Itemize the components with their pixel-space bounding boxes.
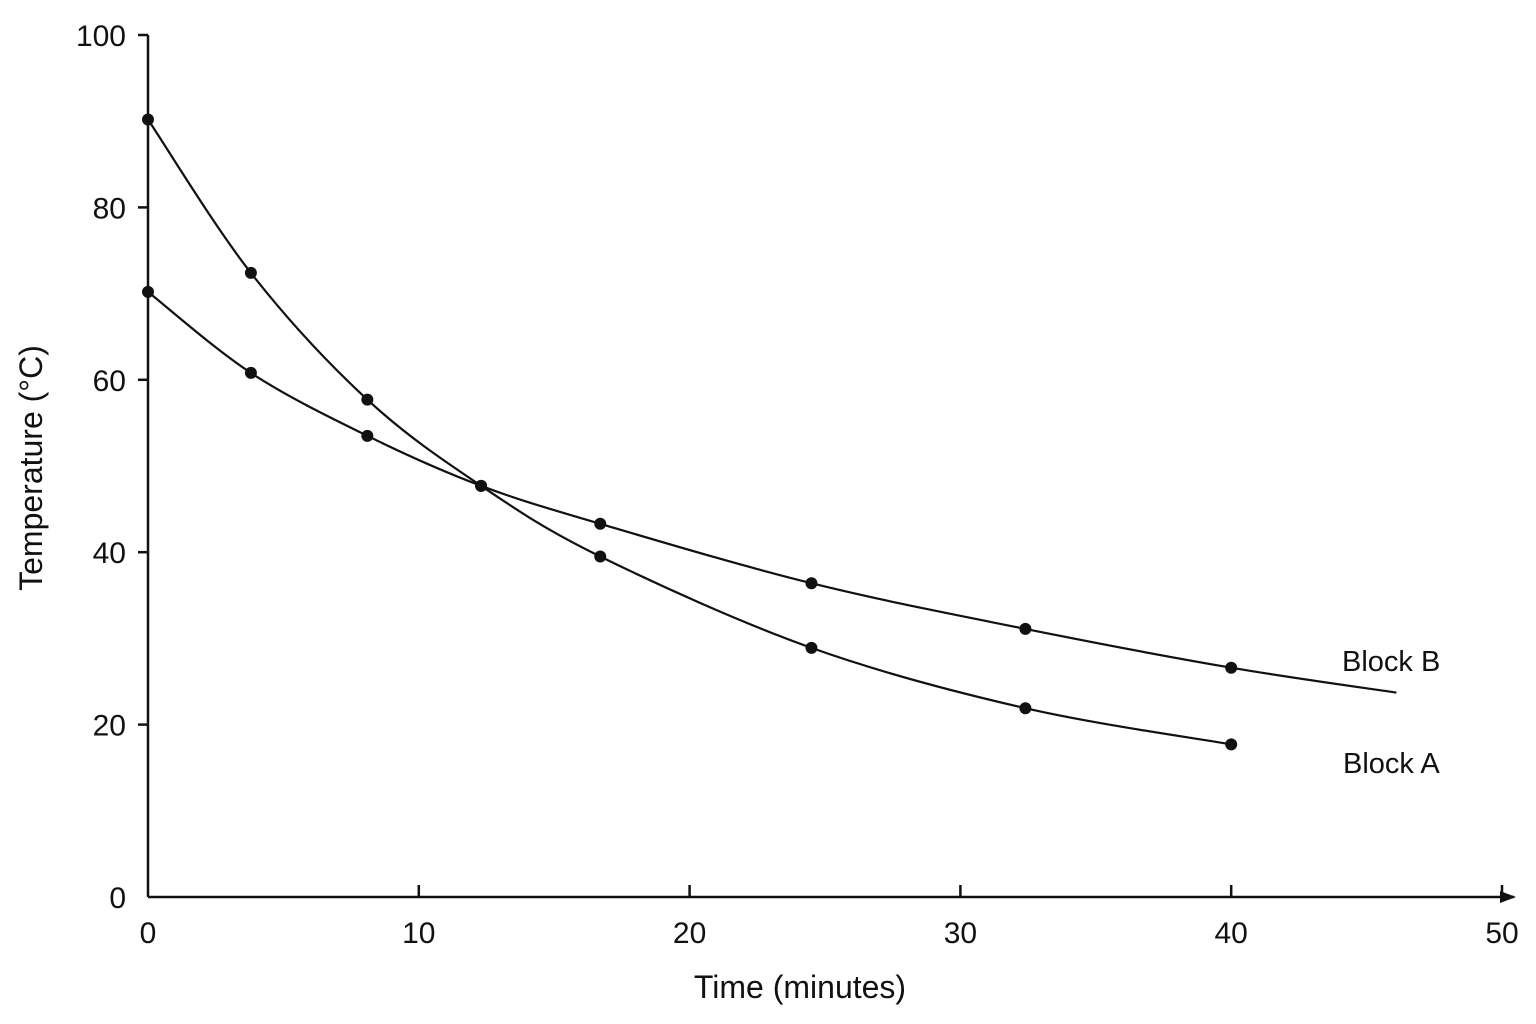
x-tick-label: 10 [402, 917, 435, 950]
series-points [142, 113, 1238, 751]
x-tick-label: 20 [673, 917, 706, 950]
data-point [1019, 622, 1032, 635]
series-label: Block A [1343, 748, 1440, 780]
data-point [594, 517, 607, 530]
series-labels: Block A Block B [1342, 646, 1440, 780]
data-point [805, 641, 818, 654]
data-point [244, 266, 257, 279]
data-point [594, 550, 607, 563]
data-point [361, 393, 374, 406]
x-tick-label: 30 [944, 917, 977, 950]
y-tick-label: 60 [93, 365, 126, 398]
series-lines [147, 118, 1397, 746]
axes [146, 35, 1516, 903]
data-point [142, 285, 154, 298]
x-axis-title: Time (minutes) [694, 969, 906, 1005]
data-point [1019, 702, 1032, 715]
series-line [147, 118, 1232, 746]
data-point [361, 429, 374, 442]
y-tick-label: 20 [93, 710, 126, 743]
y-tick-label: 40 [93, 537, 126, 570]
y-axis-title: Temperature (°C) [13, 345, 49, 591]
data-point [1225, 738, 1238, 751]
data-point [244, 366, 257, 379]
data-point [805, 577, 818, 590]
data-point [142, 113, 154, 126]
x-tick-label: 0 [140, 917, 157, 950]
y-tick-label: 0 [109, 882, 126, 915]
series-label: Block B [1342, 646, 1440, 678]
data-point [1225, 661, 1238, 674]
x-tick-label: 40 [1215, 917, 1248, 950]
y-tick-label: 80 [93, 192, 126, 225]
series-line [147, 291, 1397, 694]
data-point [475, 479, 488, 492]
y-ticks: 0 20 40 60 80 100 [76, 20, 148, 915]
y-tick-label: 100 [76, 20, 126, 53]
x-tick-label: 50 [1485, 917, 1518, 950]
x-ticks: 0 10 20 30 40 50 [140, 885, 1519, 950]
